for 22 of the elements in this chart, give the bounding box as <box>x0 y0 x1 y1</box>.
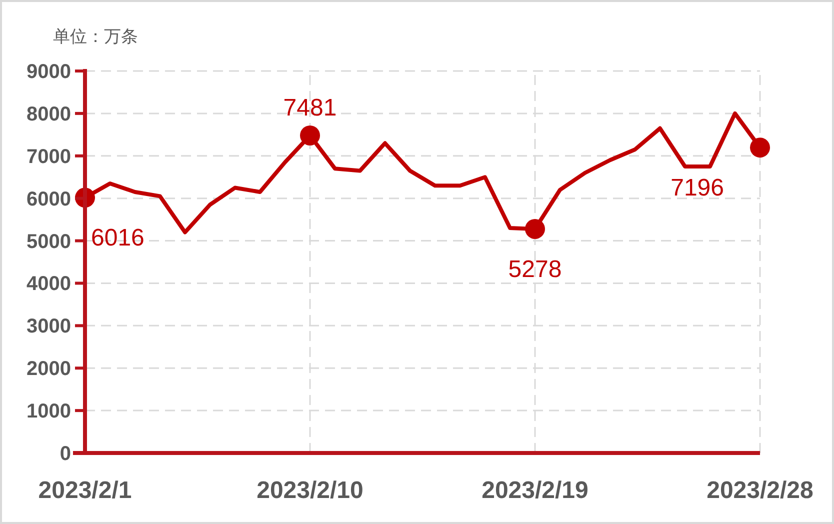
x-tick-label: 2023/2/19 <box>482 477 588 504</box>
y-tick-label: 6000 <box>26 188 71 210</box>
y-tick-label: 0 <box>60 443 71 465</box>
y-tick-label: 3000 <box>26 316 71 338</box>
data-label: 7196 <box>670 174 724 202</box>
x-tick-label: 2023/2/10 <box>256 477 364 504</box>
point <box>525 218 545 239</box>
y-tick-label: 2000 <box>26 358 71 380</box>
y-tick-label: 5000 <box>26 230 71 253</box>
y-tick-label: 8000 <box>26 103 71 126</box>
y-tick-label: 1000 <box>26 400 71 423</box>
point <box>300 125 320 146</box>
y-axis-title: 单位：万条 <box>53 27 138 46</box>
x-tick-label: 2023/2/1 <box>38 477 132 504</box>
data-label: 5278 <box>508 256 562 283</box>
data-label: 7481 <box>283 94 337 122</box>
y-tick-label: 7000 <box>26 146 71 168</box>
x-tick-label: 2023/2/28 <box>706 477 814 504</box>
data-label: 6016 <box>91 224 144 252</box>
y-tick-label: 4000 <box>26 273 71 296</box>
point <box>750 138 770 158</box>
y-tick-label: 9000 <box>26 61 71 83</box>
